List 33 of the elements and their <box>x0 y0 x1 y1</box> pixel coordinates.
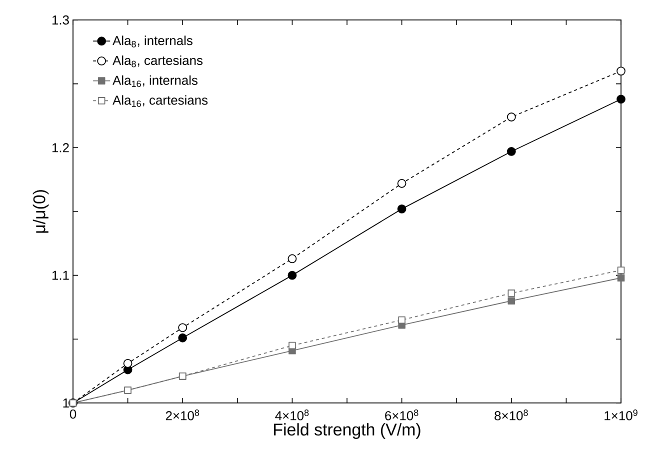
x-tick-label: 0 <box>70 410 76 419</box>
point <box>397 178 406 188</box>
point <box>506 147 516 156</box>
x-axis-title: Field strength (V/m) <box>274 423 420 439</box>
point <box>178 323 188 332</box>
x-tick-label: 4×10$^{8}$ <box>275 410 309 420</box>
point <box>123 358 132 368</box>
legend-label: Ala$_{8}$, internals <box>112 36 192 48</box>
x-tick-label: 8×10$^{8}$ <box>494 410 528 420</box>
point <box>288 342 296 350</box>
y-axis-title: μ/μ(0) <box>32 190 49 233</box>
point <box>508 290 516 297</box>
legend-label: Ala$_{16}$, cartesians <box>112 95 208 107</box>
y-tick-label: 1.1 <box>52 270 69 280</box>
point <box>616 66 626 76</box>
point <box>506 112 516 122</box>
point <box>397 204 406 214</box>
y-tick-label: 1.2 <box>52 143 69 152</box>
point <box>288 270 297 280</box>
legend-label: Ala$_{16}$, internals <box>112 75 198 88</box>
point <box>617 274 625 282</box>
x-tick-label: 2×10$^{8}$ <box>166 410 200 420</box>
point <box>617 266 625 274</box>
point <box>398 316 406 324</box>
point <box>616 94 626 104</box>
y-tick-label: 1 <box>63 398 69 408</box>
point <box>288 254 297 264</box>
y-tick-label: 1.3 <box>52 15 69 25</box>
legend-label: Ala$_{8}$, cartesians <box>112 56 203 68</box>
x-tick-label: 1×10$^{9}$ <box>604 410 638 420</box>
point <box>508 297 516 304</box>
point <box>178 333 188 342</box>
x-tick-label: 6×10$^{8}$ <box>385 410 418 420</box>
